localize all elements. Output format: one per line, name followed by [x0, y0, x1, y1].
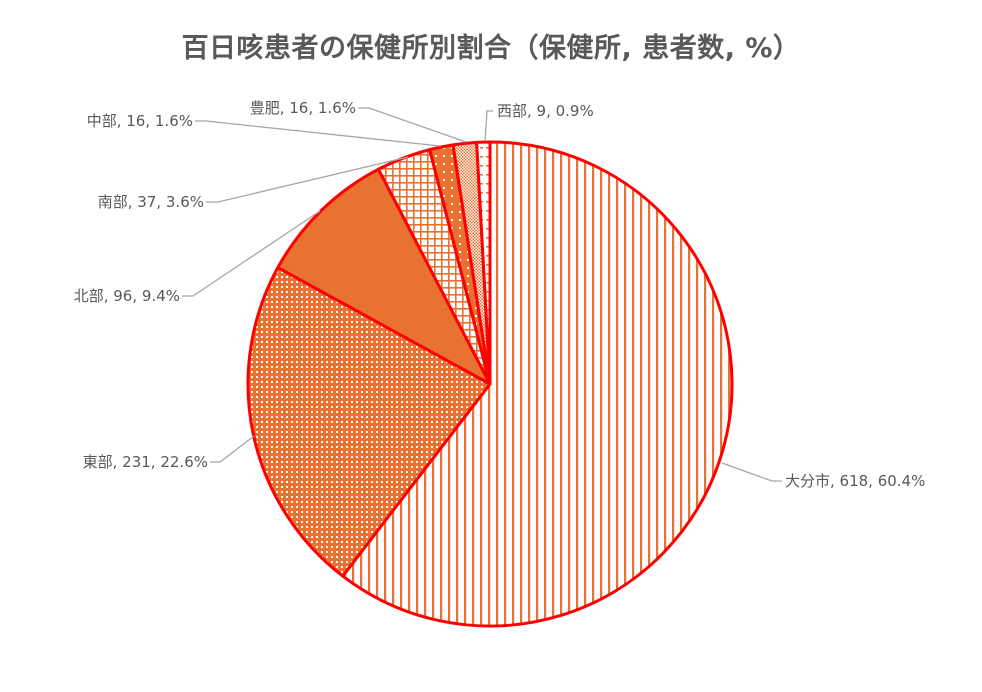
data-label-hokubu: 北部, 96, 9.4%: [74, 287, 180, 305]
leader-line-seibu: [484, 110, 493, 142]
data-label-oita: 大分市, 618, 60.4%: [785, 472, 925, 490]
leader-line-hokubu: [182, 210, 321, 297]
data-label-hohi: 豊肥, 16, 1.6%: [250, 99, 356, 117]
pie-slices: [246, 140, 734, 628]
leader-line-hohi: [358, 107, 467, 143]
leader-line-chubu: [195, 120, 441, 147]
leader-line-nanbu: [206, 156, 409, 203]
leader-lines: [182, 107, 782, 482]
pie-slice-6: [475, 140, 492, 386]
pie-slice-1: [246, 266, 492, 578]
data-labels: 大分市, 618, 60.4% 東部, 231, 22.6% 北部, 96, 9…: [74, 99, 926, 490]
data-label-seibu: 西部, 9, 0.9%: [497, 102, 594, 120]
data-label-chubu: 中部, 16, 1.6%: [87, 112, 193, 130]
data-label-tobu: 東部, 231, 22.6%: [83, 453, 208, 471]
pie-slice-0: [341, 140, 734, 628]
chart-title: 百日咳患者の保健所別割合（保健所, 患者数, %）: [181, 33, 801, 64]
pie-slice-2: [276, 167, 492, 386]
leader-line-tobu: [210, 435, 255, 463]
leader-line-oita: [721, 462, 782, 482]
data-label-nanbu: 南部, 37, 3.6%: [98, 193, 204, 211]
